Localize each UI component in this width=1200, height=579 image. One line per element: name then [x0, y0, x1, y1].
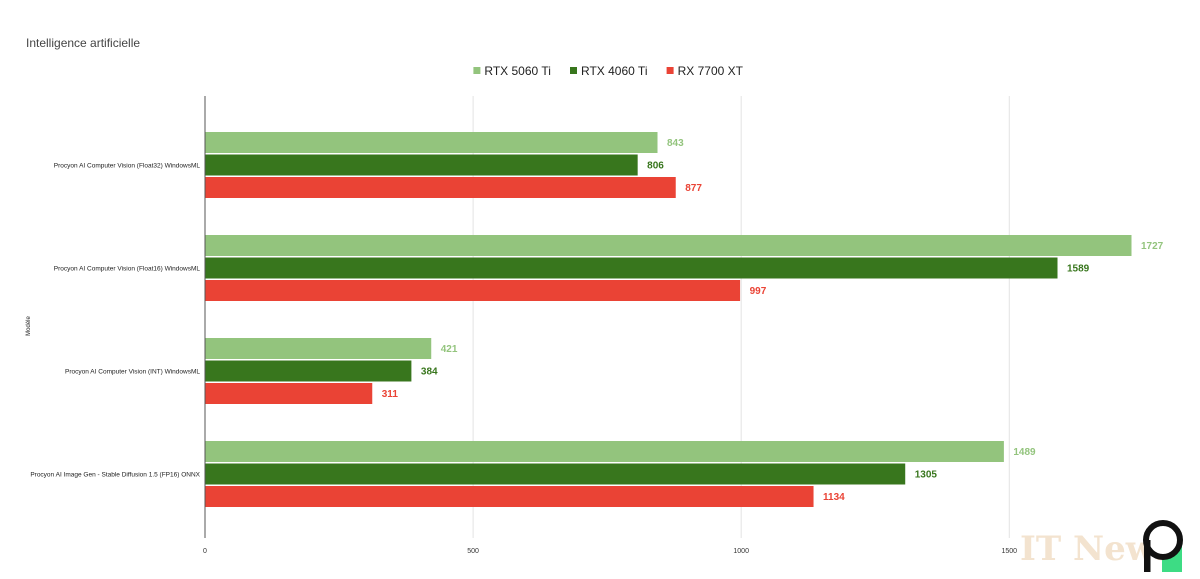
category-label: Procyon AI Computer Vision (INT) Windows…	[65, 369, 200, 376]
bar	[205, 154, 638, 176]
category-label: Procyon AI Image Gen - Stable Diffusion …	[30, 472, 200, 479]
legend-swatch	[570, 67, 577, 74]
bar	[205, 441, 1004, 462]
data-label: 421	[441, 344, 458, 355]
data-label: 1305	[915, 470, 938, 481]
bar	[205, 280, 741, 301]
logo-ring	[1143, 520, 1183, 560]
chart-title: Intelligence artificielle	[26, 36, 141, 50]
data-label: 877	[685, 183, 702, 194]
data-label: 311	[382, 389, 399, 400]
bar	[205, 257, 1058, 279]
x-tick-label: 500	[467, 548, 479, 555]
data-label: 843	[667, 138, 684, 149]
category-label: Procyon AI Computer Vision (Float32) Win…	[54, 163, 201, 170]
data-label: 1727	[1141, 241, 1164, 252]
bar	[205, 177, 676, 198]
category-label: Procyon AI Computer Vision (Float16) Win…	[54, 266, 201, 273]
data-label: 806	[647, 161, 664, 172]
y-axis-title: Modèle	[26, 316, 32, 336]
watermark-logo: IT News	[1020, 520, 1183, 572]
data-label: 1489	[1013, 447, 1036, 458]
bar	[205, 338, 432, 359]
legend-swatch	[473, 67, 481, 74]
bar	[205, 235, 1132, 256]
legend-label: RX 7700 XT	[678, 64, 744, 78]
data-label: 1589	[1067, 264, 1090, 275]
bar	[205, 463, 906, 485]
bar	[205, 132, 658, 153]
x-tick-label: 1500	[1001, 548, 1017, 555]
legend-label: RTX 4060 Ti	[581, 64, 647, 78]
bar	[205, 486, 814, 507]
labels: 0 500 1000 1500 Modèle Procyon AI Computer Vi…	[26, 138, 1164, 555]
legend-swatch	[666, 67, 674, 74]
data-label: 1134	[823, 492, 845, 503]
logo-stem	[1144, 540, 1151, 572]
x-tick-label: 1000	[733, 548, 749, 555]
x-tick-label: 0	[203, 548, 207, 555]
legend-label: RTX 5060 Ti	[484, 64, 550, 78]
bars	[205, 132, 1132, 507]
bar	[205, 360, 412, 382]
legend: RTX 5060 Ti RTX 4060 Ti RX 7700 XT	[473, 64, 744, 78]
bar	[205, 383, 373, 404]
data-label: 997	[750, 286, 767, 297]
data-label: 384	[421, 367, 438, 378]
